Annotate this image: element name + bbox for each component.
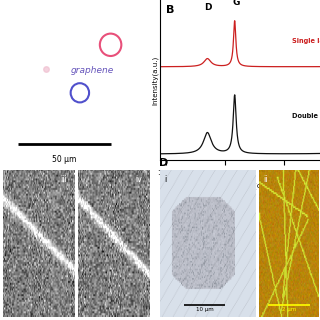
Text: i: i [164,175,166,185]
Text: D: D [204,3,211,12]
Text: D: D [159,158,168,168]
X-axis label: wave number (cm⁻¹): wave number (cm⁻¹) [204,181,276,189]
Text: Double layer: Double layer [292,113,320,118]
Text: B: B [166,5,175,15]
Text: 50 μm: 50 μm [52,155,77,164]
Y-axis label: Intensity(a.u.): Intensity(a.u.) [152,55,159,105]
Text: iv: iv [135,175,142,185]
Text: ii: ii [263,175,267,185]
Text: G: G [232,0,240,7]
Text: 10 μm: 10 μm [196,308,213,312]
Text: 2 μm: 2 μm [282,308,296,312]
Text: iii: iii [60,175,67,185]
Text: Single layer: Single layer [292,38,320,44]
Text: graphene: graphene [70,66,114,75]
